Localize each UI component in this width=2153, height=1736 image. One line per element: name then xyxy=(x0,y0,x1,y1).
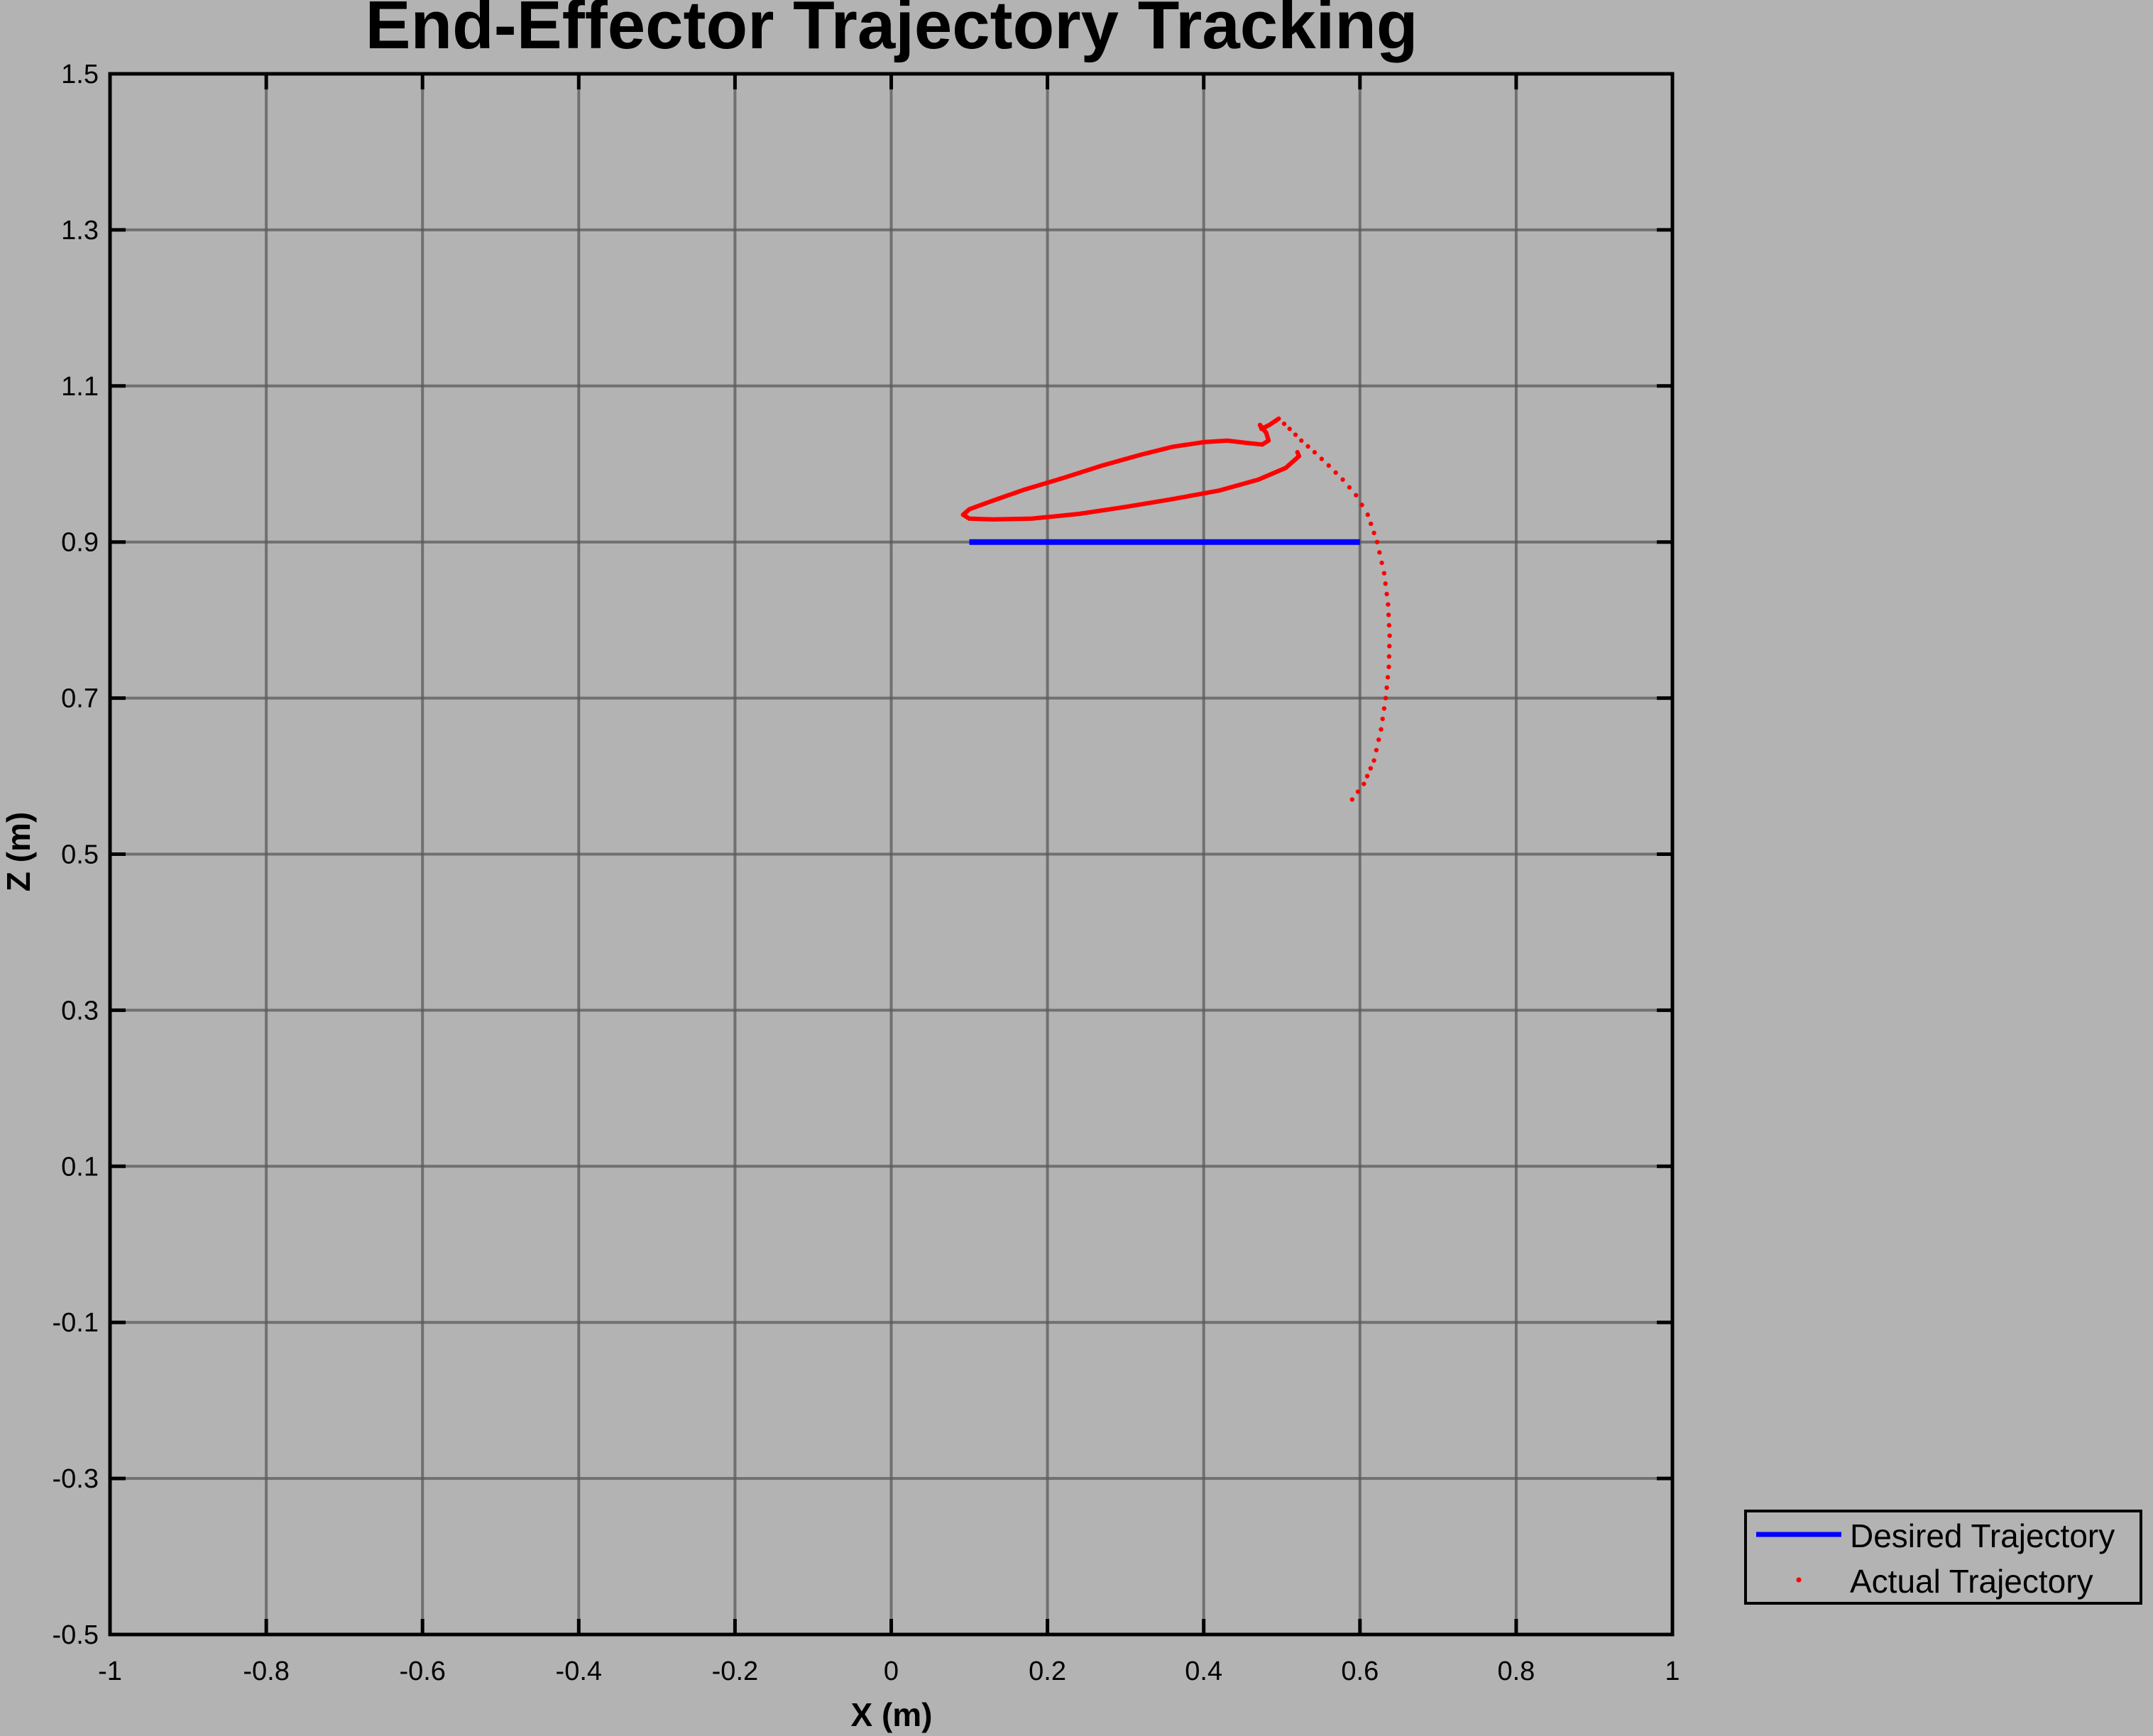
actual-trajectory-point xyxy=(1371,758,1376,763)
actual-trajectory-point xyxy=(1347,485,1352,490)
legend-label-actual: Actual Trajectory xyxy=(1850,1563,2093,1600)
actual-trajectory-point xyxy=(1376,737,1381,742)
x-tick-label: 0.4 xyxy=(1185,1657,1222,1686)
actual-trajectory-point xyxy=(1386,664,1391,669)
x-tick-label: 0 xyxy=(884,1657,899,1686)
actual-trajectory-point xyxy=(1379,560,1384,566)
y-tick-label: -0.5 xyxy=(53,1620,99,1650)
actual-trajectory-point xyxy=(1368,766,1374,771)
y-tick-label: -0.3 xyxy=(53,1464,99,1494)
x-axis-label: X (m) xyxy=(851,1696,933,1733)
x-tick-label: -0.4 xyxy=(556,1657,602,1686)
x-tick-label: 0.2 xyxy=(1029,1657,1066,1686)
axis-ticks: -1 -0.8 -0.6 -0.4 -0.2 0 0.2 0.4 0.6 0.8 1 -0.5 -0.3… xyxy=(53,60,1680,1686)
actual-trajectory-point xyxy=(1293,432,1298,437)
actual-trajectory-point xyxy=(1319,456,1325,461)
y-tick-label: 0.9 xyxy=(61,528,99,558)
actual-trajectory-point xyxy=(1383,696,1388,701)
actual-trajectory-point xyxy=(1384,685,1389,691)
actual-trajectory-point xyxy=(1384,591,1389,597)
actual-trajectory-point xyxy=(1326,463,1331,468)
legend-box xyxy=(1744,1510,2142,1605)
actual-trajectory-point xyxy=(1386,602,1391,607)
actual-trajectory-point xyxy=(1381,706,1387,711)
actual-trajectory-point xyxy=(1349,797,1354,802)
x-tick-label: 1 xyxy=(1665,1657,1680,1686)
actual-trajectory-point xyxy=(1386,654,1392,659)
y-tick-label: 0.1 xyxy=(61,1152,99,1182)
actual-trajectory-dots xyxy=(960,416,1392,802)
y-tick-label: 0.5 xyxy=(61,840,99,870)
actual-trajectory-point xyxy=(1299,438,1304,443)
actual-trajectory-point xyxy=(1380,716,1385,722)
legend-dot-swatch-actual xyxy=(1796,1577,1802,1583)
actual-trajectory-point xyxy=(1355,789,1361,794)
actual-trajectory-point xyxy=(1383,581,1388,586)
actual-trajectory-point xyxy=(1374,747,1379,753)
actual-trajectory-point xyxy=(1381,571,1387,576)
x-tick-label: -0.8 xyxy=(243,1657,289,1686)
actual-trajectory-point xyxy=(1362,781,1366,786)
actual-trajectory-point xyxy=(1386,612,1391,617)
y-axis-label: Z (m) xyxy=(0,812,37,891)
legend: Desired Trajectory Actual Trajectory xyxy=(1744,1510,2142,1605)
y-tick-label: 0.3 xyxy=(61,996,99,1026)
actual-trajectory-point xyxy=(1281,421,1287,427)
legend-label-desired: Desired Trajectory xyxy=(1850,1517,2115,1554)
actual-trajectory-point xyxy=(1387,644,1392,649)
x-tick-label: -1 xyxy=(98,1657,122,1686)
x-tick-label: -0.6 xyxy=(399,1657,445,1686)
actual-trajectory-point xyxy=(1295,450,1300,455)
actual-trajectory-point xyxy=(1377,550,1382,555)
actual-trajectory-point xyxy=(1385,675,1391,680)
x-tick-label: -0.2 xyxy=(712,1657,758,1686)
y-tick-label: 1.1 xyxy=(61,372,99,402)
actual-trajectory-point xyxy=(1371,530,1376,536)
actual-trajectory-point xyxy=(1305,444,1310,449)
x-tick-label: 0.8 xyxy=(1497,1657,1535,1686)
chart-title: End-Effector Trajectory Tracking xyxy=(365,0,1418,63)
grid-lines xyxy=(110,74,1672,1635)
y-tick-label: 1.3 xyxy=(61,216,99,246)
actual-trajectory-point xyxy=(1340,477,1345,482)
x-tick-label: 0.6 xyxy=(1341,1657,1379,1686)
actual-trajectory-point xyxy=(1312,450,1317,455)
actual-trajectory-point xyxy=(1359,502,1364,507)
actual-trajectory-point xyxy=(1386,622,1392,628)
actual-trajectory-point xyxy=(1365,512,1371,517)
actual-trajectory-point xyxy=(1354,493,1359,498)
y-tick-label: 1.5 xyxy=(61,60,99,89)
actual-trajectory-point xyxy=(1374,539,1380,544)
actual-trajectory-point xyxy=(1379,727,1384,732)
plot-data xyxy=(960,416,1392,802)
actual-trajectory-point xyxy=(1387,633,1392,638)
actual-trajectory-point xyxy=(1287,427,1292,432)
y-tick-label: -0.1 xyxy=(53,1308,99,1338)
actual-trajectory-point xyxy=(1369,521,1374,527)
actual-trajectory-point xyxy=(1333,470,1338,476)
actual-trajectory-point xyxy=(1364,774,1370,779)
y-tick-label: 0.7 xyxy=(61,684,99,714)
